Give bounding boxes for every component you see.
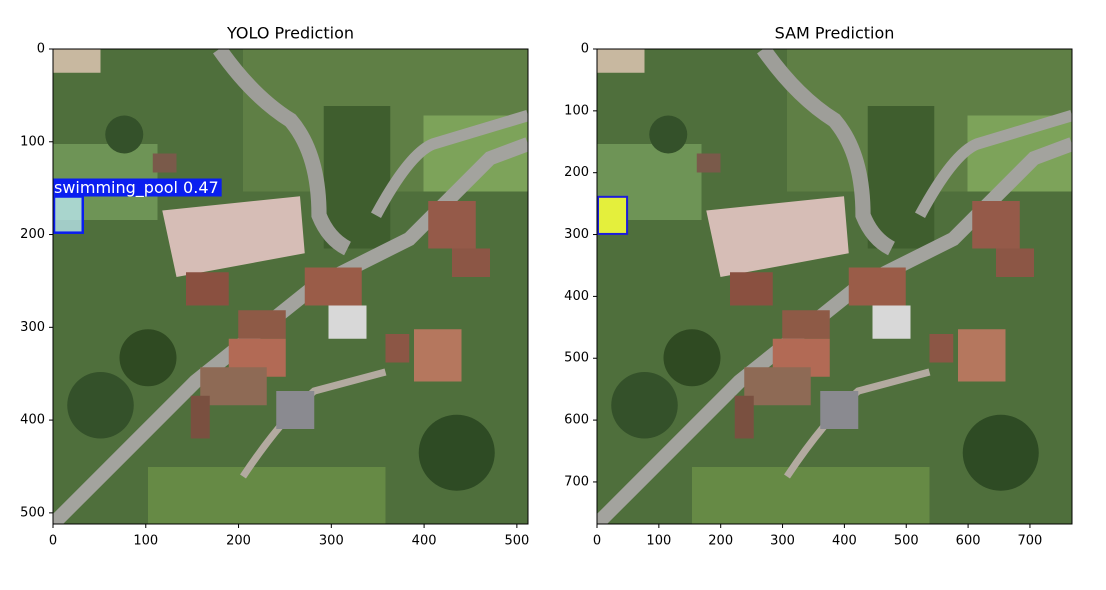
chart-title: YOLO Prediction [226, 24, 354, 43]
detection-box [52, 195, 85, 234]
y-tick-label: 300 [564, 227, 589, 242]
image [53, 49, 528, 524]
x-tick-label: 200 [226, 534, 251, 549]
y-tick-label: 0 [37, 42, 45, 57]
detection-label: swimming_pool 0.47 [54, 178, 219, 198]
x-tick-label: 500 [894, 534, 919, 549]
x-tick-label: 600 [956, 534, 981, 549]
y-tick-label: 400 [564, 289, 589, 304]
axes-frame [52, 48, 529, 525]
y-tick-label: 400 [20, 413, 45, 428]
y-tick-label: 0 [581, 42, 589, 57]
image [597, 49, 1072, 524]
x-tick-label: 0 [49, 534, 57, 549]
chart-title: SAM Prediction [775, 24, 895, 43]
x-tick-label: 0 [593, 534, 601, 549]
y-tick-label: 300 [20, 320, 45, 335]
axes-frame [596, 48, 1073, 525]
y-tick-label: 700 [564, 474, 589, 489]
x-tick-label: 400 [412, 534, 437, 549]
x-tick-label: 300 [770, 534, 795, 549]
y-tick-label: 600 [564, 413, 589, 428]
y-tick-label: 200 [20, 227, 45, 242]
label-background [53, 178, 222, 197]
x-tick-label: 700 [1018, 534, 1043, 549]
y-tick-label: 100 [20, 134, 45, 149]
y-tick-label: 100 [564, 103, 589, 118]
x-tick-label: 400 [832, 534, 857, 549]
y-tick-label: 500 [564, 351, 589, 366]
segmentation-mask [597, 195, 629, 235]
x-tick-label: 300 [319, 534, 344, 549]
x-tick-label: 500 [504, 534, 529, 549]
y-tick-label: 500 [20, 505, 45, 520]
x-tick-label: 100 [646, 534, 671, 549]
y-tick-label: 200 [564, 165, 589, 180]
x-tick-label: 200 [708, 534, 733, 549]
x-tick-label: 100 [133, 534, 158, 549]
